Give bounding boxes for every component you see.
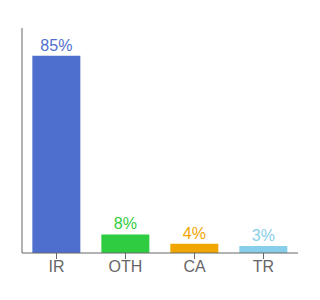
svg-text:4%: 4%: [183, 225, 206, 242]
svg-text:CA: CA: [183, 258, 206, 275]
svg-text:3%: 3%: [252, 227, 275, 244]
svg-text:IR: IR: [49, 258, 65, 275]
svg-text:85%: 85%: [40, 37, 72, 54]
svg-text:8%: 8%: [114, 215, 137, 232]
svg-text:TR: TR: [253, 258, 274, 275]
svg-text:OTH: OTH: [109, 258, 143, 275]
